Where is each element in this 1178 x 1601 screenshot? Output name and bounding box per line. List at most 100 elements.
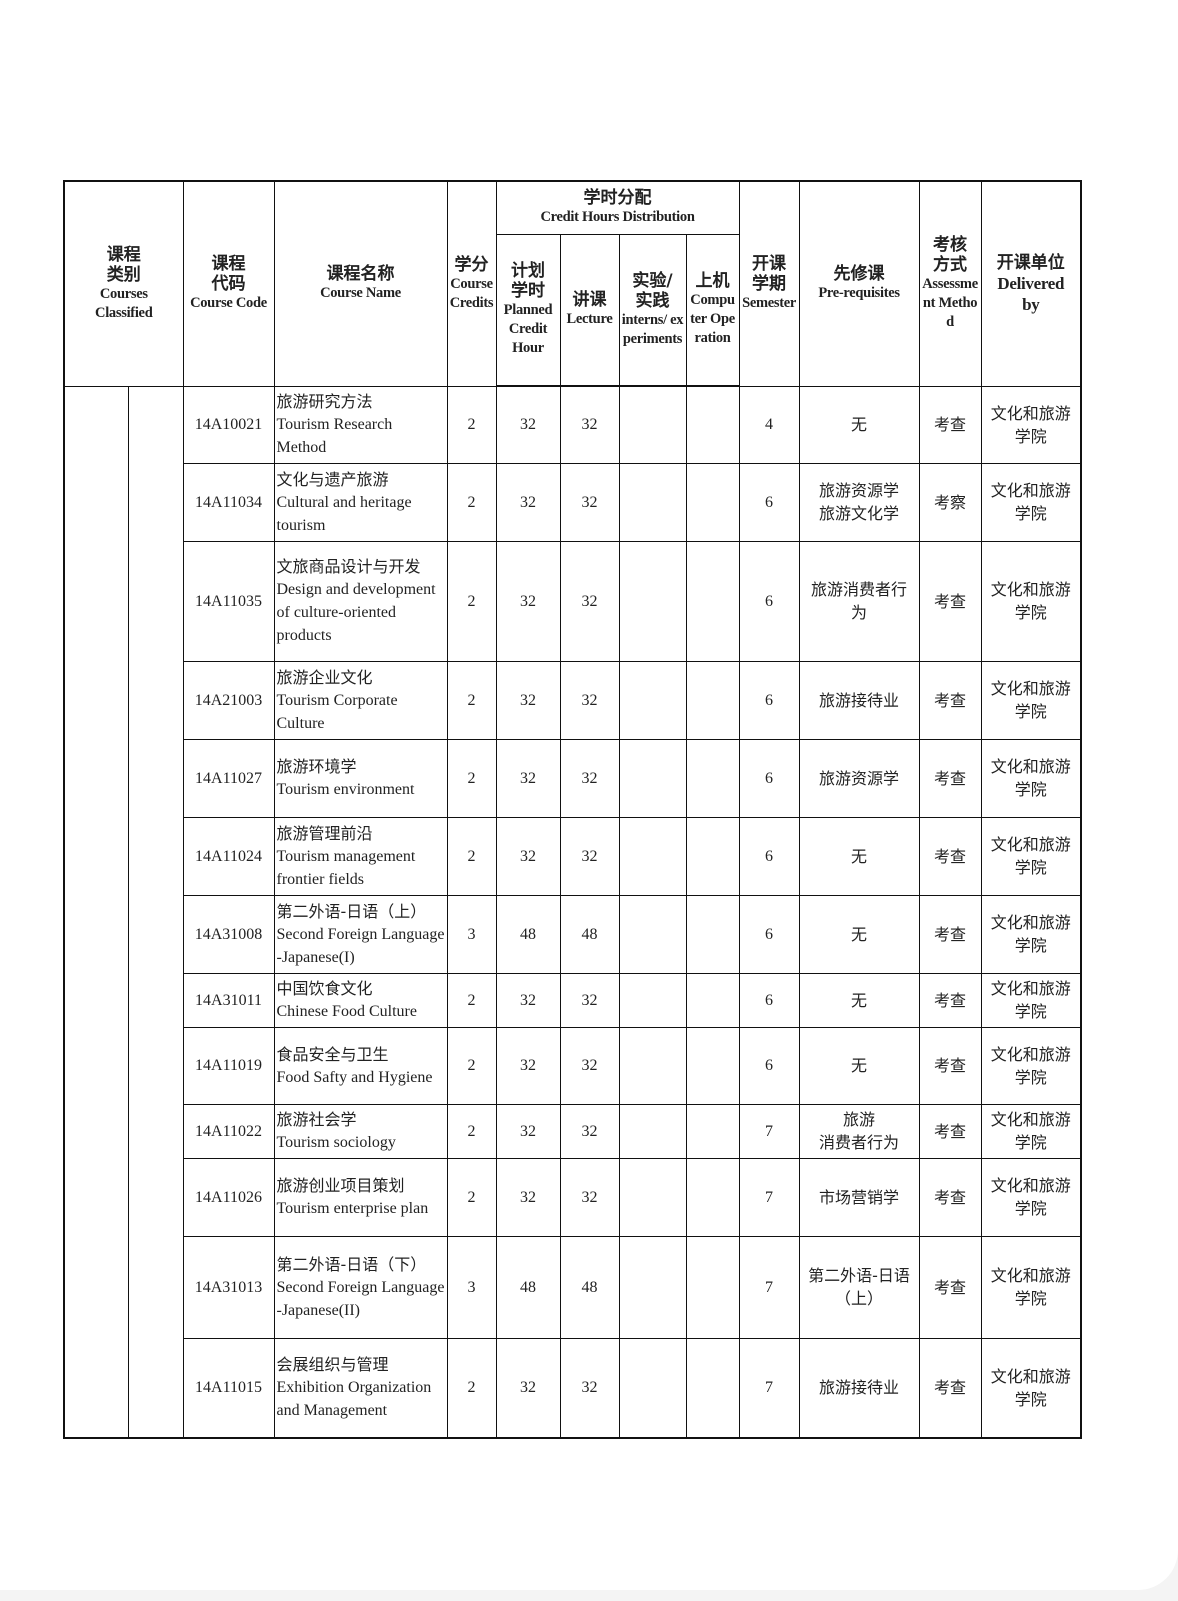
practice-cell	[618, 1337, 687, 1439]
header-assessment: 考核方式 Assessment Method	[918, 180, 982, 387]
table-row: 14A21003 旅游企业文化 Tourism Corporate Culture 2…	[64, 660, 1082, 740]
delivered-cell: 文化和旅游 学院	[980, 816, 1082, 896]
credits-cell: 2	[446, 816, 497, 896]
semester-cell: 6	[738, 1026, 800, 1105]
header-semester: 开课学期 Semester	[738, 180, 800, 387]
course-name-en: Tourism enterprise plan	[276, 1200, 429, 1217]
course-name-en: Tourism Research Method	[276, 416, 393, 456]
delivered-cell: 文化和旅游 学院	[980, 738, 1082, 818]
course-code: 14A11027	[182, 738, 275, 818]
semester-cell: 7	[738, 1337, 800, 1439]
course-code: 14A11026	[182, 1157, 275, 1237]
header-delivered: 开课单位 Delivered by	[980, 180, 1082, 387]
prereq-cell: 旅游 消费者行为	[798, 1103, 920, 1159]
credits-cell: 2	[446, 1026, 497, 1105]
lecture-cell: 32	[559, 660, 620, 740]
course-name-cn: 第二外语-日语（上）	[276, 901, 427, 921]
assessment-cell: 考察	[918, 462, 982, 542]
planned-cell: 32	[495, 1103, 561, 1159]
course-name: 中国饮食文化 Chinese Food Culture	[273, 972, 448, 1028]
course-name-en: Exhibition Organization and Management	[276, 1379, 432, 1420]
assessment-cell: 考查	[918, 1026, 982, 1105]
course-code: 14A11015	[182, 1337, 275, 1439]
computer-cell	[685, 660, 740, 740]
practice-cell	[618, 894, 687, 974]
course-name: 旅游社会学 Tourism sociology	[273, 1103, 448, 1159]
header-lecture: 讲课 Lecture	[559, 233, 620, 387]
delivered-cell: 文化和旅游 学院	[980, 894, 1082, 974]
table-row: 14A11026 旅游创业项目策划 Tourism enterprise plan 2…	[64, 1157, 1082, 1237]
course-name-en: Second Foreign Language -Japanese(II)	[276, 1278, 445, 1319]
header-delivered-cn: 开课单位	[996, 252, 1065, 273]
course-name: 文化与遗产旅游 Cultural and heritage tourism	[273, 462, 448, 542]
computer-cell	[685, 1026, 740, 1105]
practice-cell	[618, 1103, 687, 1159]
practice-cell	[618, 1026, 687, 1105]
planned-cell: 32	[495, 1337, 561, 1439]
semester-cell: 7	[738, 1103, 800, 1159]
header-distribution-en: Credit Hours Distribution	[540, 209, 695, 226]
header-computer-en: Computer Operation	[690, 292, 735, 347]
header-credits-en: Course Credits	[449, 275, 494, 311]
computer-cell	[685, 1157, 740, 1237]
assessment-cell: 考查	[918, 816, 982, 896]
planned-cell: 32	[495, 972, 561, 1028]
header-prereq: 先修课 Pre-requisites	[798, 180, 920, 387]
computer-cell	[685, 1103, 740, 1159]
table-row: 14A31011 中国饮食文化 Chinese Food Culture 2 32 32 6…	[64, 972, 1082, 1028]
prereq-cell: 无	[798, 385, 920, 464]
course-name-cn: 食品安全与卫生	[276, 1044, 389, 1064]
header-lecture-en: Lecture	[566, 311, 613, 328]
planned-cell: 32	[495, 738, 561, 818]
credits-cell: 2	[446, 738, 497, 818]
course-name-cn: 旅游环境学	[276, 757, 357, 776]
table-row: 14A11019 食品安全与卫生 Food Safty and Hygiene 2 32…	[64, 1026, 1082, 1105]
table-row: 14A11024 旅游管理前沿 Tourism management frontie…	[64, 816, 1082, 896]
practice-cell	[618, 540, 687, 662]
delivered-cell: 文化和旅游 学院	[980, 1157, 1082, 1237]
lecture-cell: 32	[559, 1337, 620, 1439]
header-name: 课程名称 Course Name	[273, 180, 448, 387]
header-computer-cn: 上机	[695, 271, 730, 292]
course-code: 14A31011	[182, 972, 275, 1028]
semester-cell: 6	[738, 462, 800, 542]
course-code: 14A11019	[182, 1026, 275, 1105]
course-name-cn: 第二外语-日语（下）	[276, 1254, 427, 1274]
practice-cell	[618, 972, 687, 1028]
header-name-en: Course Name	[320, 285, 401, 302]
computer-cell	[685, 1235, 740, 1339]
assessment-cell: 考查	[918, 540, 982, 662]
course-name-en: Cultural and heritage tourism	[276, 493, 412, 534]
semester-cell: 6	[738, 972, 800, 1028]
delivered-cell: 文化和旅游 学院	[980, 1103, 1082, 1159]
course-name-cn: 旅游社会学	[276, 1110, 357, 1129]
course-code: 14A10021	[182, 385, 275, 464]
planned-cell: 32	[495, 1026, 561, 1105]
course-code: 14A31013	[182, 1235, 275, 1339]
header-practice: 实验/实践 interns/ experiments	[618, 233, 687, 387]
credits-cell: 2	[446, 385, 497, 464]
header-distribution-cn: 学时分配	[583, 188, 652, 209]
credits-cell: 2	[446, 1157, 497, 1237]
semester-cell: 4	[738, 385, 800, 464]
course-name: 食品安全与卫生 Food Safty and Hygiene	[273, 1026, 448, 1105]
course-name: 文旅商品设计与开发 Design and development of cultu…	[273, 540, 448, 662]
practice-cell	[618, 1235, 687, 1339]
delivered-cell: 文化和旅游 学院	[980, 540, 1082, 662]
course-name-cn: 文化与遗产旅游	[276, 469, 389, 489]
credits-cell: 2	[446, 660, 497, 740]
practice-cell	[618, 385, 687, 464]
course-name-en: Tourism sociology	[276, 1134, 396, 1151]
header-planned-cn: 计划学时	[511, 261, 545, 302]
course-name-en: Tourism management frontier fields	[276, 847, 416, 888]
course-name-cn: 旅游管理前沿	[276, 823, 373, 843]
lecture-cell: 32	[559, 1157, 620, 1237]
practice-cell	[618, 660, 687, 740]
course-name: 第二外语-日语（上） Second Foreign Language -Japan…	[273, 894, 448, 974]
assessment-cell: 考查	[918, 385, 982, 464]
planned-cell: 48	[495, 1235, 561, 1339]
course-name: 旅游环境学 Tourism environment	[273, 738, 448, 818]
planned-cell: 32	[495, 816, 561, 896]
computer-cell	[685, 1337, 740, 1439]
prereq-cell: 旅游资源学 旅游文化学	[798, 462, 920, 542]
